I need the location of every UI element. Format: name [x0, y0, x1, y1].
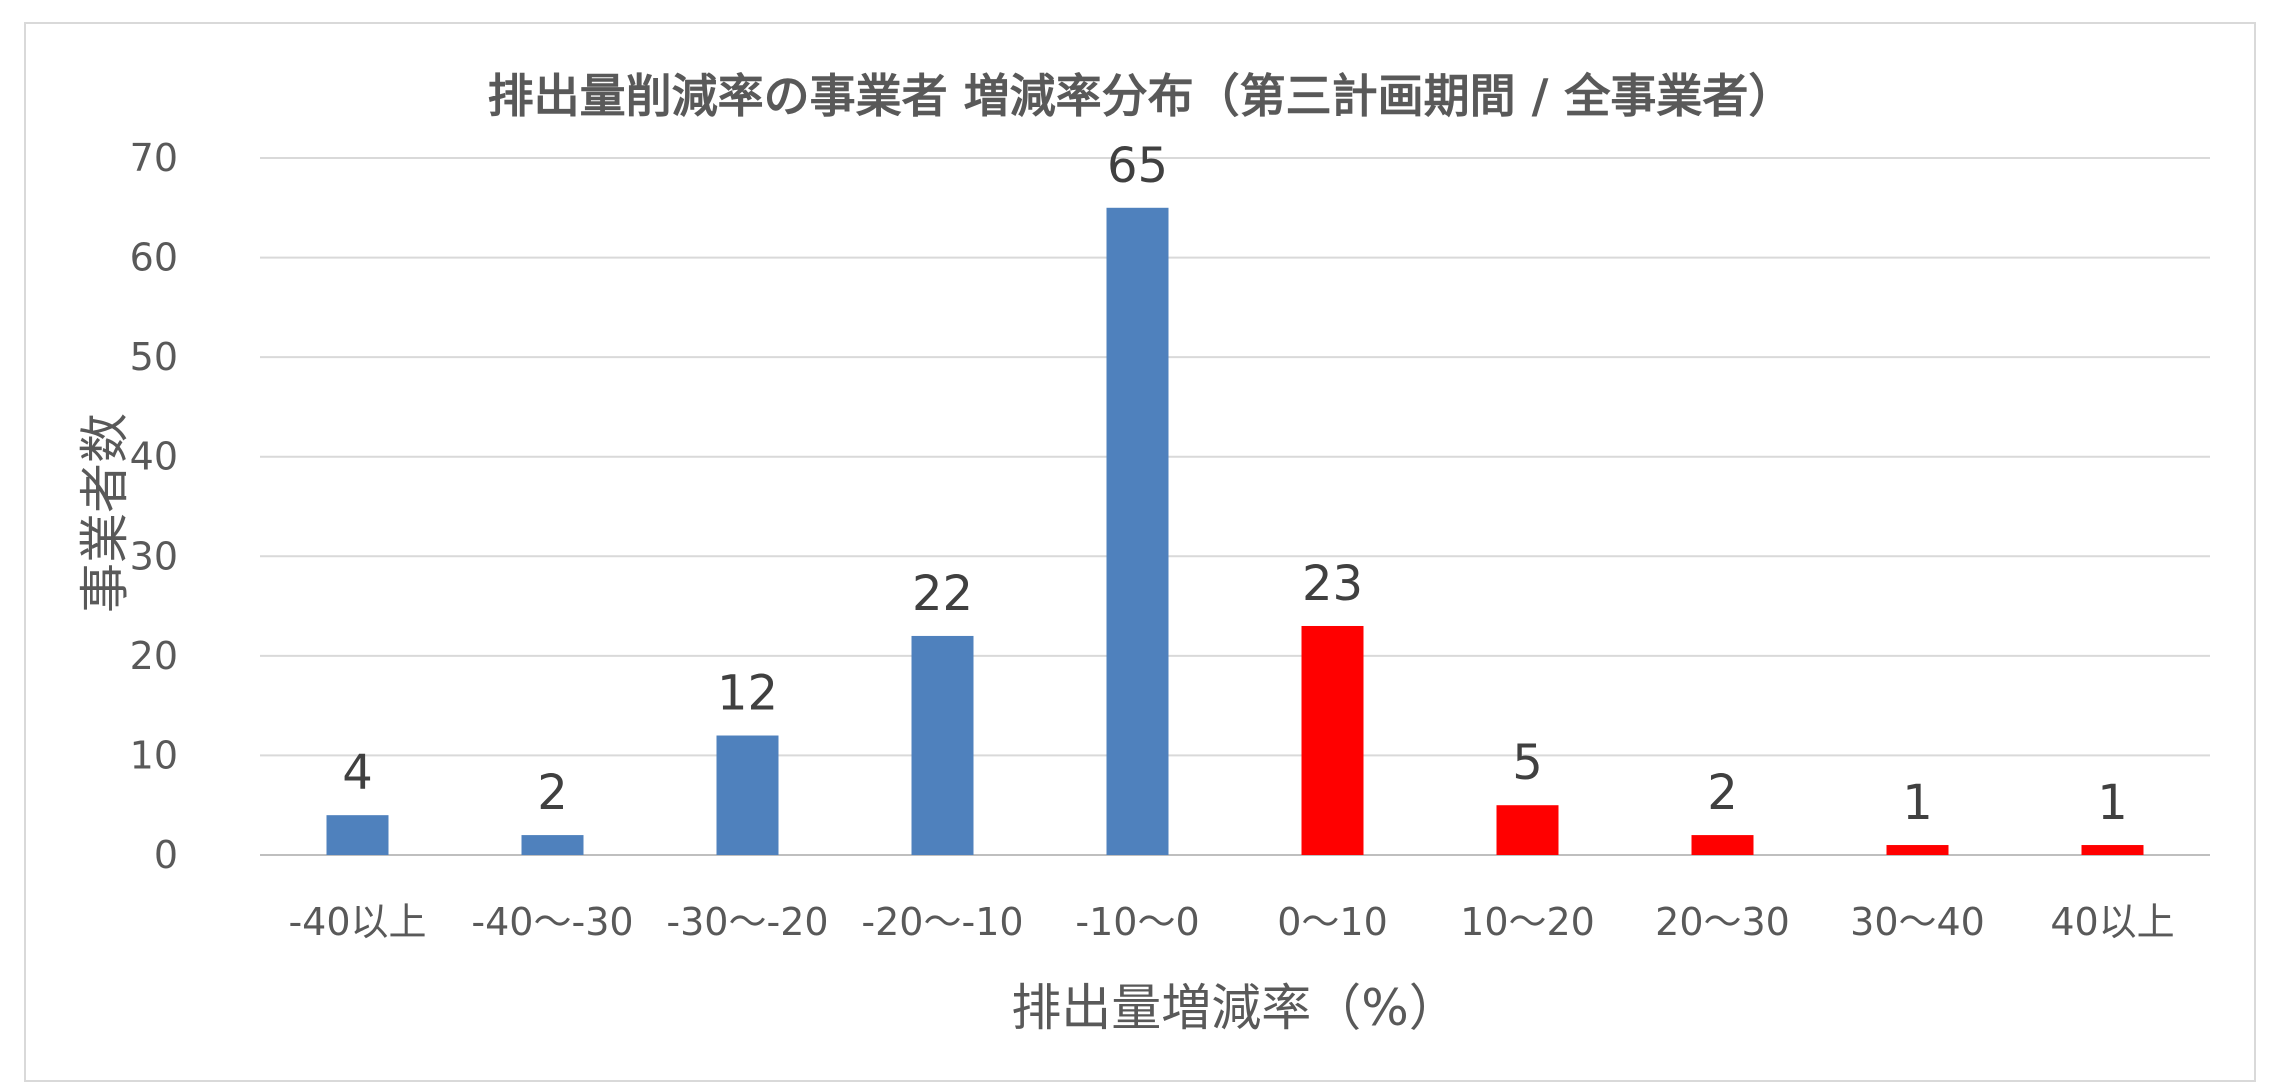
bar-6 [1496, 805, 1559, 855]
data-label-1: 2 [537, 765, 568, 821]
data-label-9: 1 [2097, 775, 2128, 831]
x-tick-label-4: -10～0 [1075, 900, 1199, 944]
bars [326, 207, 2144, 856]
data-label-5: 23 [1302, 556, 1363, 612]
chart-title: 排出量削減率の事業者 増減率分布（第三計画期間 / 全事業者） [488, 69, 1795, 123]
y-tick-label-20: 20 [130, 634, 178, 678]
x-tick-label-2: -30～-20 [666, 900, 828, 944]
y-tick-label-10: 10 [130, 733, 178, 777]
data-labels: 4 2 12 22 65 23 5 2 1 1 [342, 138, 2128, 831]
bar-8 [1886, 845, 1949, 855]
y-tick-label-50: 50 [130, 335, 178, 379]
bar-7 [1691, 835, 1754, 855]
bar-9 [2081, 845, 2144, 855]
data-label-3: 22 [912, 566, 973, 622]
data-label-6: 5 [1512, 735, 1543, 791]
x-axis-ticks: -40以上 -40～-30 -30～-20 -20～-10 -10～0 0～10 10～20… [288, 900, 2174, 944]
x-tick-label-6: 10～20 [1460, 900, 1595, 944]
data-label-7: 2 [1707, 765, 1738, 821]
data-label-0: 4 [342, 745, 373, 801]
y-tick-label-30: 30 [130, 534, 178, 578]
bar-2 [716, 735, 779, 855]
data-label-4: 65 [1107, 138, 1168, 194]
x-tick-label-5: 0～10 [1277, 900, 1388, 944]
bar-5 [1301, 625, 1364, 855]
gridlines [260, 157, 2210, 856]
y-axis-label: 事業者数 [76, 413, 134, 613]
bar-3 [911, 635, 974, 855]
data-label-2: 12 [717, 666, 778, 722]
x-tick-label-9: 40以上 [2050, 900, 2174, 944]
y-tick-label-60: 60 [130, 236, 178, 280]
y-tick-label-70: 70 [130, 136, 178, 180]
data-label-8: 1 [1902, 775, 1933, 831]
bar-4 [1106, 207, 1169, 856]
x-tick-label-1: -40～-30 [471, 900, 633, 944]
bar-0 [326, 815, 389, 855]
x-tick-label-7: 20～30 [1655, 900, 1790, 944]
bar-1 [521, 835, 584, 855]
x-tick-label-0: -40以上 [288, 900, 426, 944]
x-tick-label-8: 30～40 [1850, 900, 1985, 944]
x-axis-label: 排出量増減率（%） [1011, 979, 1459, 1037]
y-axis-ticks: 0 10 20 30 40 50 60 70 [130, 136, 178, 877]
x-tick-label-3: -20～-10 [861, 900, 1023, 944]
y-tick-label-0: 0 [154, 833, 178, 877]
y-tick-label-40: 40 [130, 435, 178, 479]
